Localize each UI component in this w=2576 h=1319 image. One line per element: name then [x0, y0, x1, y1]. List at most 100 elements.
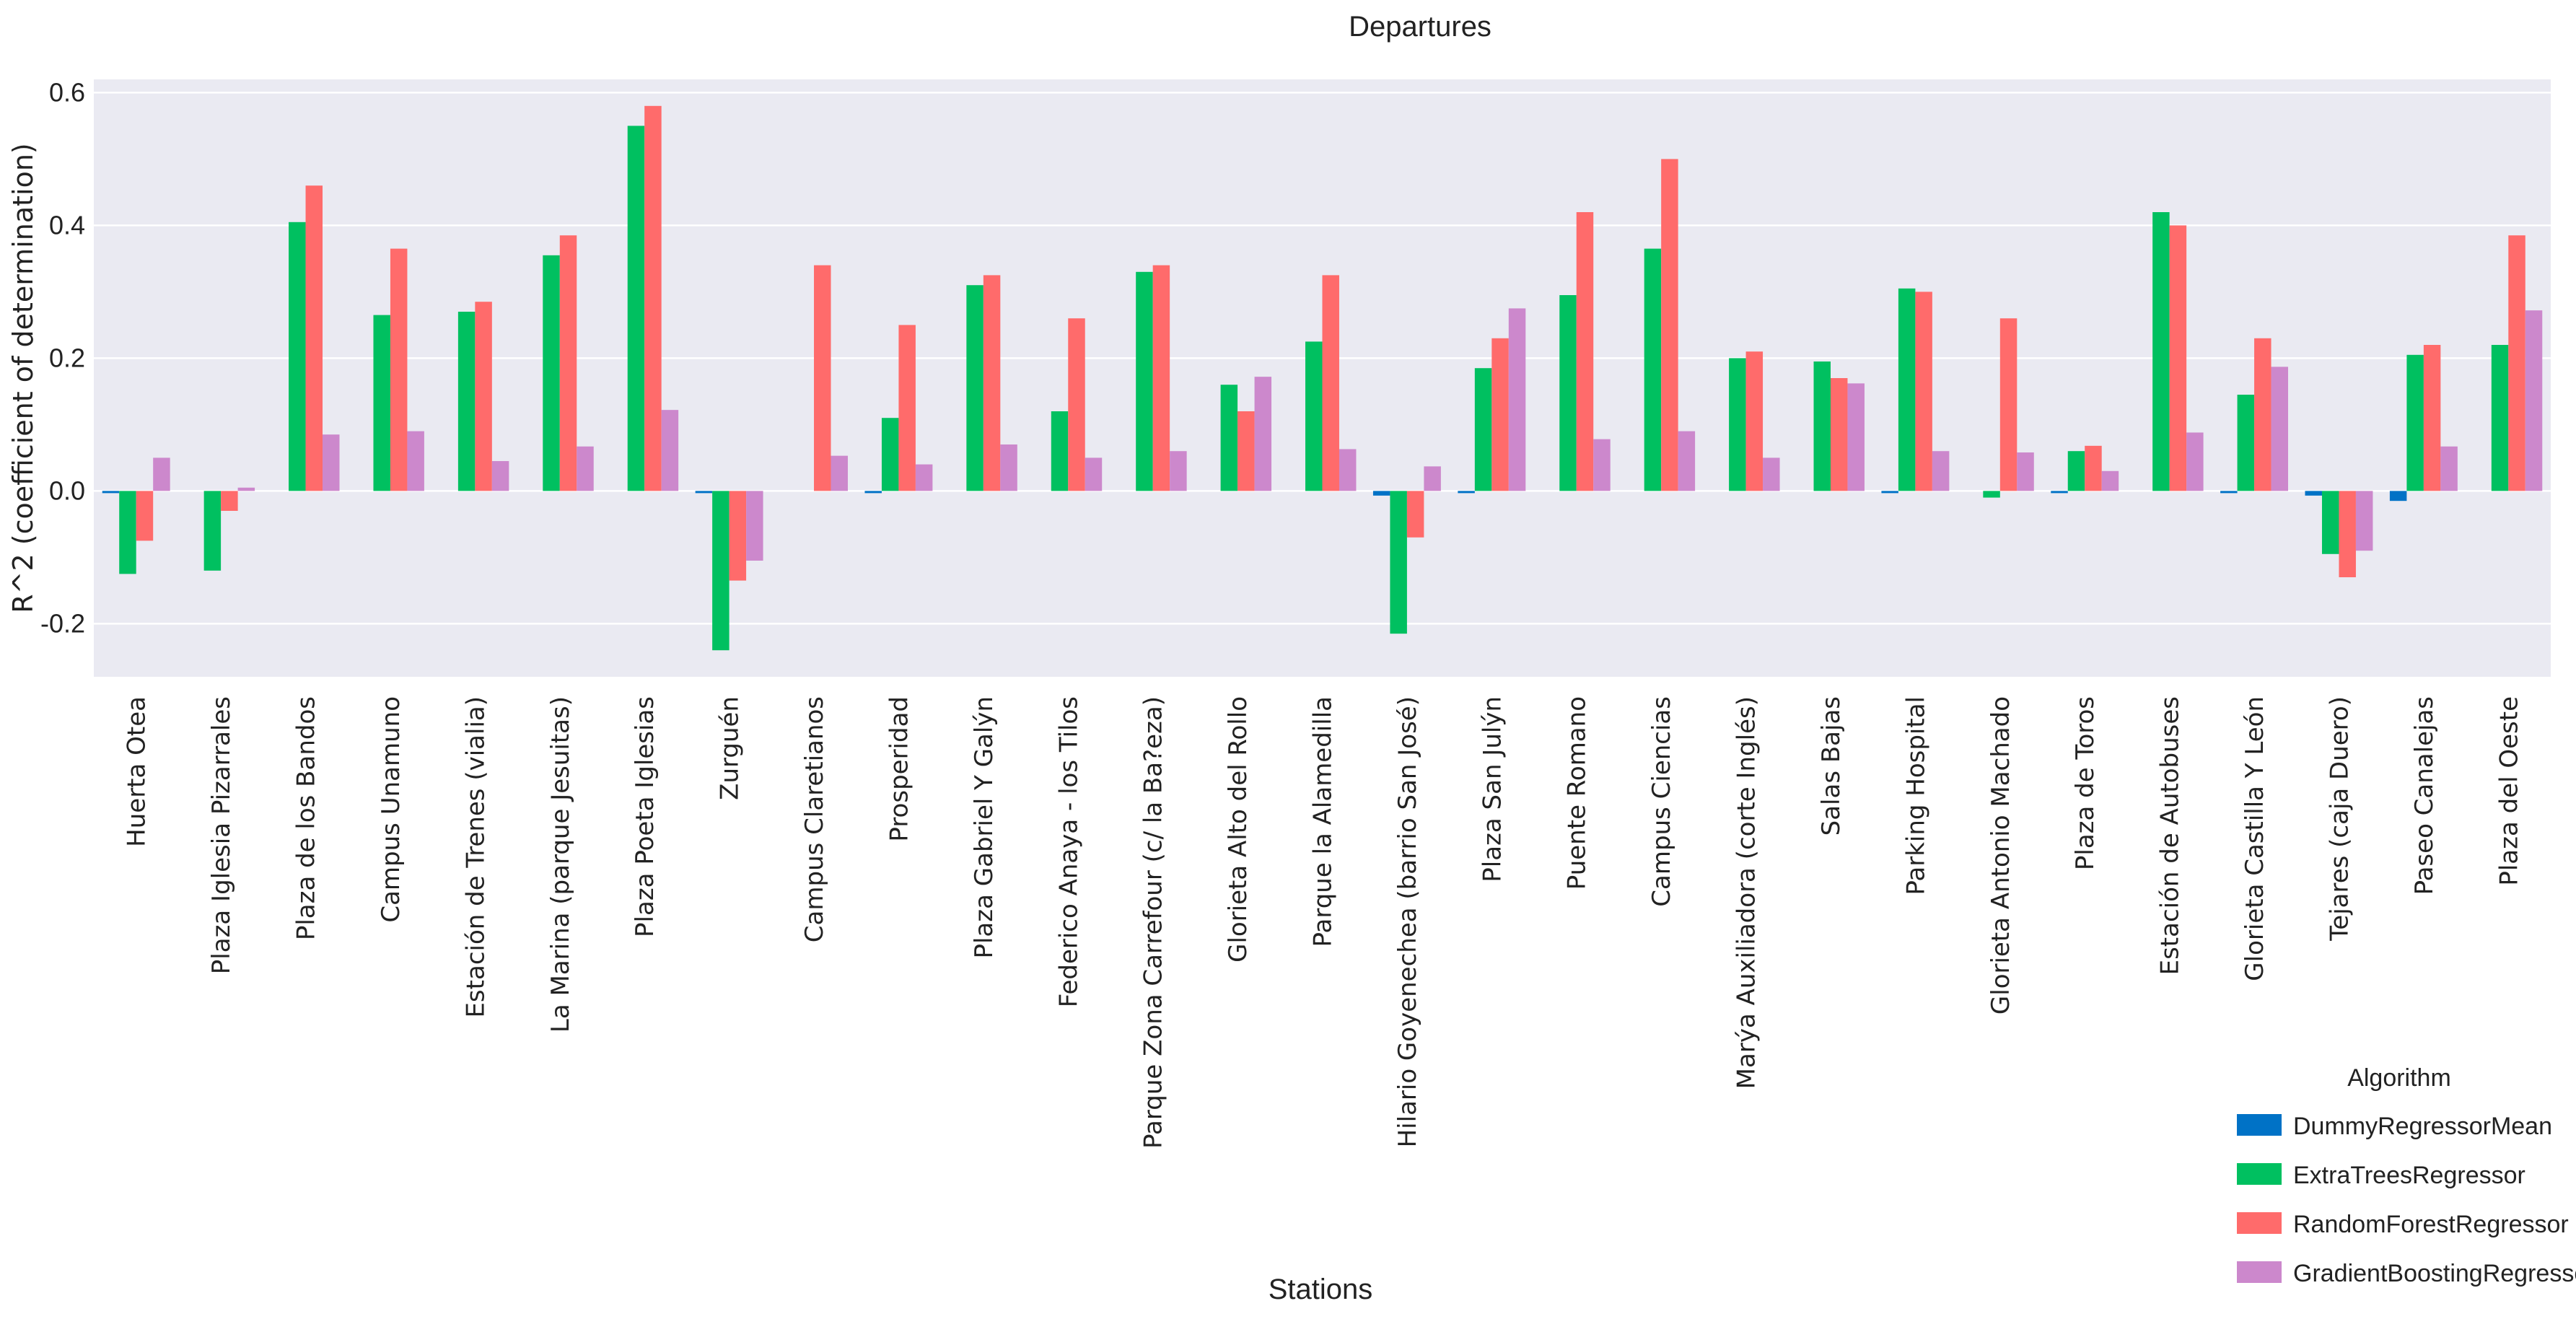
x-tick-label: Campus Ciencias — [1647, 696, 1676, 907]
bar-extratreesregressor — [1474, 368, 1492, 491]
x-tick-label: Tejares (caja Duero) — [2326, 696, 2354, 942]
bar-randomforestregressor — [1068, 318, 1085, 491]
x-tick-label: Glorieta Castilla Y León — [2240, 696, 2269, 981]
bar-gradientboostingregressor — [237, 487, 255, 491]
bar-gradientboostingregressor — [1000, 444, 1017, 491]
bar-gradientboostingregressor — [746, 491, 763, 561]
bar-extratreesregressor — [2321, 491, 2339, 554]
bar-extratreesregressor — [203, 491, 222, 571]
bar-gradientboostingregressor — [2101, 470, 2119, 491]
x-tick-label: Zurguén — [716, 696, 745, 800]
bar-extratreesregressor — [2406, 354, 2424, 491]
x-tick-label: Plaza de Toros — [2071, 696, 2100, 870]
x-tick-label: Campus Unamuno — [377, 696, 406, 923]
bar-extratreesregressor — [1813, 361, 1831, 491]
bar-extratreesregressor — [2237, 395, 2255, 491]
bar-gradientboostingregressor — [1424, 466, 1441, 491]
bar-randomforestregressor — [1237, 411, 1255, 491]
bars-group — [102, 105, 2543, 651]
bar-gradientboostingregressor — [2440, 446, 2458, 491]
bar-randomforestregressor — [475, 302, 492, 491]
bar-extratreesregressor — [1729, 358, 1746, 491]
bar-dummyregressormean — [2220, 491, 2238, 494]
bar-gradientboostingregressor — [323, 434, 340, 491]
x-tick-label: Plaza de los Bandos — [292, 696, 321, 940]
x-tick-label: La Marina (parque Jesuitas) — [546, 696, 575, 1033]
bar-gradientboostingregressor — [2186, 432, 2204, 491]
chart-title: Departures — [1349, 11, 1491, 43]
bar-gradientboostingregressor — [407, 431, 424, 491]
bar-gradientboostingregressor — [1932, 451, 1950, 491]
x-tick-label: Estación de Autobuses — [2156, 696, 2185, 975]
bar-extratreesregressor — [881, 418, 899, 491]
legend-swatch — [2237, 1212, 2282, 1234]
bar-extratreesregressor — [119, 491, 136, 574]
bar-randomforestregressor — [644, 105, 662, 491]
x-axis-label: Stations — [1269, 1274, 1373, 1305]
bar-extratreesregressor — [1136, 271, 1153, 491]
bar-extratreesregressor — [966, 285, 983, 491]
bar-extratreesregressor — [1051, 411, 1069, 491]
legend-label: DummyRegressorMean — [2293, 1113, 2552, 1140]
bar-randomforestregressor — [898, 325, 916, 491]
legend-swatch — [2237, 1261, 2282, 1283]
x-tick-label: Parque la Alamedilla — [1309, 696, 1338, 947]
bar-randomforestregressor — [2085, 445, 2102, 491]
bar-gradientboostingregressor — [1508, 308, 1526, 491]
bar-dummyregressormean — [695, 491, 713, 494]
bar-gradientboostingregressor — [2017, 452, 2034, 491]
x-tick-label: Glorieta Alto del Rollo — [1224, 696, 1253, 963]
bar-dummyregressormean — [1881, 491, 1898, 494]
bar-gradientboostingregressor — [2271, 367, 2289, 491]
bar-extratreesregressor — [627, 126, 645, 491]
bar-gradientboostingregressor — [2525, 310, 2543, 491]
bar-randomforestregressor — [2339, 491, 2356, 577]
bar-randomforestregressor — [2254, 338, 2271, 491]
x-tick-label: Marýa Auxiliadora (corte Inglés) — [1732, 696, 1761, 1089]
bar-extratreesregressor — [373, 315, 390, 491]
bar-randomforestregressor — [1999, 318, 2018, 491]
bar-extratreesregressor — [543, 255, 560, 491]
x-tick-label: Salas Bajas — [1817, 696, 1846, 836]
x-tick-label: Puente Romano — [1563, 696, 1592, 890]
bar-randomforestregressor — [559, 235, 577, 491]
bar-gradientboostingregressor — [491, 461, 509, 491]
legend-label: ExtraTreesRegressor — [2293, 1162, 2525, 1189]
legend-swatch — [2237, 1163, 2282, 1185]
y-tick-label: 0.6 — [49, 77, 85, 107]
x-tick-labels: Huerta Otea Plaza Iglesia Pizarrales Plaza… — [123, 696, 2524, 1149]
bar-extratreesregressor — [1644, 248, 1662, 491]
bar-randomforestregressor — [2423, 345, 2441, 491]
legend-swatch — [2237, 1114, 2282, 1136]
bar-extratreesregressor — [1983, 491, 2000, 498]
x-tick-label: Plaza Poeta Iglesias — [631, 696, 660, 937]
x-tick-label: Estación de Trenes (vialia) — [461, 696, 490, 1018]
bar-extratreesregressor — [2067, 451, 2085, 491]
x-tick-label: Campus Claretianos — [800, 696, 829, 942]
bar-randomforestregressor — [1491, 338, 1509, 491]
x-tick-label: Paseo Canalejas — [2410, 696, 2439, 895]
x-tick-label: Hilario Goyenechea (barrio San José) — [1393, 696, 1422, 1147]
bar-extratreesregressor — [1559, 295, 1577, 491]
bar-randomforestregressor — [729, 491, 747, 581]
bar-extratreesregressor — [712, 491, 730, 651]
x-tick-label: Glorieta Antonio Machado — [1986, 696, 2015, 1015]
bar-dummyregressormean — [2305, 491, 2322, 496]
bar-extratreesregressor — [2491, 345, 2509, 491]
x-tick-label: Parque Zona Carrefour (c/ la Ba?eza) — [1139, 696, 1168, 1149]
y-tick-label: 0.2 — [49, 343, 85, 372]
y-tick-label: -0.2 — [40, 608, 85, 638]
bar-dummyregressormean — [2389, 491, 2407, 501]
bar-extratreesregressor — [457, 312, 476, 491]
y-tick-label: 0.0 — [49, 476, 85, 505]
y-tick-labels: -0.2 0.0 0.2 0.4 0.6 — [40, 77, 85, 638]
bar-randomforestregressor — [2508, 235, 2525, 491]
x-tick-label: Prosperidad — [885, 696, 914, 842]
bar-gradientboostingregressor — [1085, 457, 1103, 491]
x-tick-label: Plaza Iglesia Pizarrales — [207, 696, 236, 974]
bar-randomforestregressor — [1661, 159, 1678, 491]
bar-randomforestregressor — [1322, 275, 1339, 491]
bar-gradientboostingregressor — [153, 457, 170, 491]
bar-randomforestregressor — [983, 275, 1001, 491]
bar-dummyregressormean — [102, 491, 120, 494]
